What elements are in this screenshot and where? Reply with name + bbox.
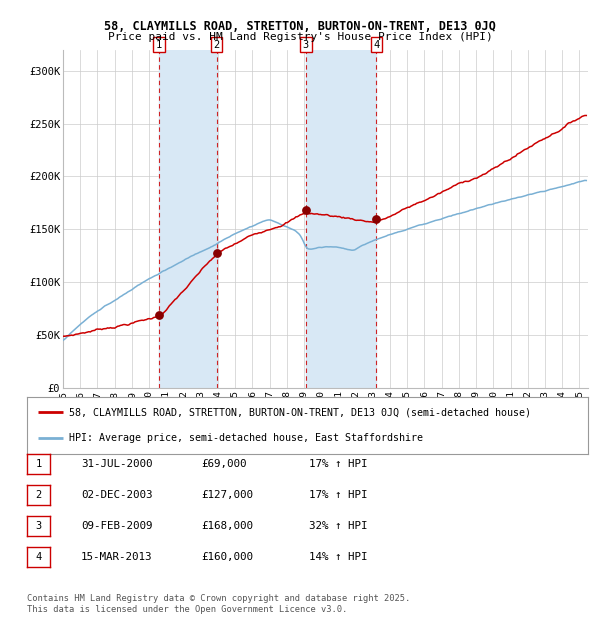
Point <box>371 213 381 223</box>
Text: 4: 4 <box>373 40 380 50</box>
Text: 2: 2 <box>214 40 220 50</box>
Text: 58, CLAYMILLS ROAD, STRETTON, BURTON-ON-TRENT, DE13 0JQ: 58, CLAYMILLS ROAD, STRETTON, BURTON-ON-… <box>104 20 496 33</box>
Point <box>154 309 164 319</box>
Text: 14% ↑ HPI: 14% ↑ HPI <box>309 552 367 562</box>
Text: £168,000: £168,000 <box>201 521 253 531</box>
Text: 09-FEB-2009: 09-FEB-2009 <box>81 521 152 531</box>
Text: 2: 2 <box>35 490 41 500</box>
Text: 17% ↑ HPI: 17% ↑ HPI <box>309 459 367 469</box>
Text: Contains HM Land Registry data © Crown copyright and database right 2025.
This d: Contains HM Land Registry data © Crown c… <box>27 595 410 614</box>
Text: £127,000: £127,000 <box>201 490 253 500</box>
Text: Price paid vs. HM Land Registry's House Price Index (HPI): Price paid vs. HM Land Registry's House … <box>107 32 493 42</box>
Text: 4: 4 <box>35 552 41 562</box>
Text: 1: 1 <box>35 459 41 469</box>
Text: £160,000: £160,000 <box>201 552 253 562</box>
Point <box>212 249 221 259</box>
Text: 3: 3 <box>35 521 41 531</box>
Text: 3: 3 <box>303 40 309 50</box>
Text: 17% ↑ HPI: 17% ↑ HPI <box>309 490 367 500</box>
Text: 31-JUL-2000: 31-JUL-2000 <box>81 459 152 469</box>
Bar <box>306 50 376 388</box>
Text: HPI: Average price, semi-detached house, East Staffordshire: HPI: Average price, semi-detached house,… <box>69 433 423 443</box>
Bar <box>159 50 217 388</box>
Text: 02-DEC-2003: 02-DEC-2003 <box>81 490 152 500</box>
Text: 32% ↑ HPI: 32% ↑ HPI <box>309 521 367 531</box>
Point <box>301 205 311 215</box>
Text: 58, CLAYMILLS ROAD, STRETTON, BURTON-ON-TRENT, DE13 0JQ (semi-detached house): 58, CLAYMILLS ROAD, STRETTON, BURTON-ON-… <box>69 407 531 417</box>
Text: 15-MAR-2013: 15-MAR-2013 <box>81 552 152 562</box>
Text: £69,000: £69,000 <box>201 459 247 469</box>
Text: 1: 1 <box>156 40 162 50</box>
